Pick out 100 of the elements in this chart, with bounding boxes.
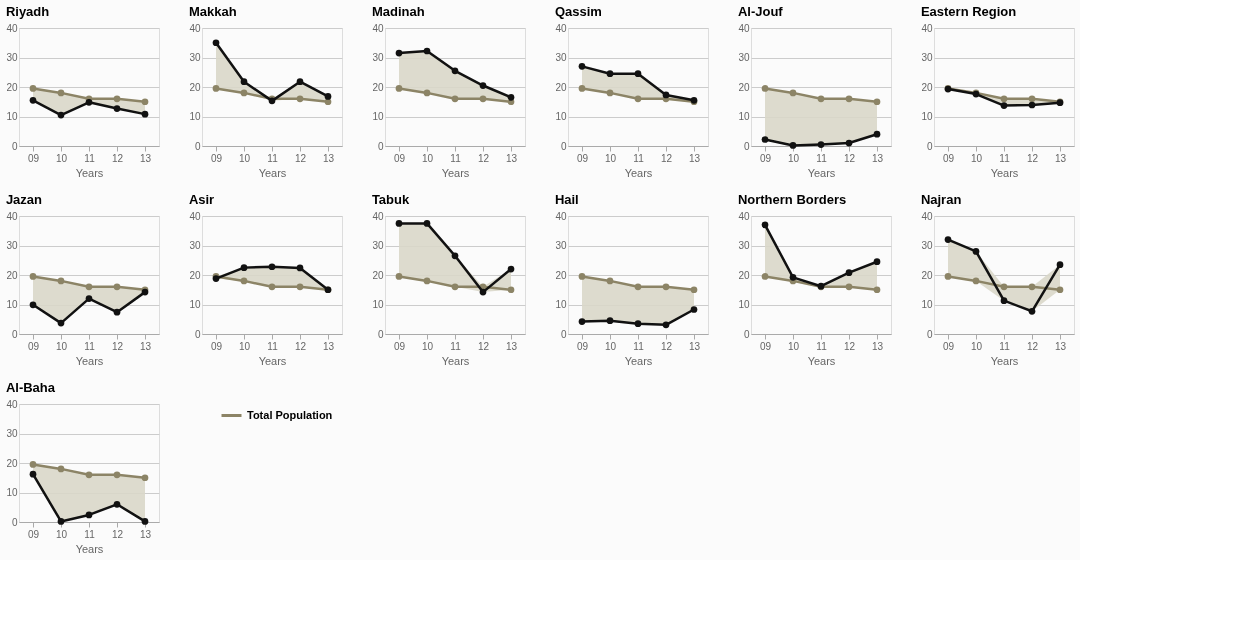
y-tick-label: 20 [738, 81, 750, 93]
x-tick-label: 10 [55, 340, 68, 352]
point [944, 273, 952, 280]
x-tick-label: 09 [759, 340, 772, 352]
x-tick-label: 11 [84, 340, 96, 352]
point [578, 273, 586, 280]
point [395, 85, 403, 92]
x-tick-label: 10 [604, 340, 617, 352]
chart-title: Madinah [371, 4, 425, 19]
y-tick-label: 20 [372, 269, 384, 281]
y-tick-label: 40 [555, 210, 567, 222]
y-tick-label: 0 [926, 328, 933, 340]
x-axis-title: Years [807, 354, 836, 367]
point [113, 283, 121, 291]
point [240, 264, 248, 271]
y-tick-label: 30 [372, 52, 384, 63]
point [761, 221, 769, 229]
x-tick-label: 09 [393, 152, 406, 164]
x-tick-label: 09 [27, 340, 40, 352]
y-tick-label: 0 [377, 328, 384, 340]
point [451, 283, 459, 291]
x-tick-label: 10 [421, 340, 434, 352]
point [1000, 283, 1008, 291]
point [789, 274, 797, 281]
y-tick-label: 0 [560, 328, 567, 340]
x-axis-title: Years [441, 166, 470, 179]
point [944, 236, 952, 243]
point [578, 63, 586, 70]
point [507, 286, 515, 294]
point [507, 265, 515, 273]
point [634, 95, 642, 103]
point [296, 264, 304, 272]
point [29, 273, 37, 280]
point [1028, 95, 1036, 103]
x-tick-label: 10 [604, 152, 617, 164]
point [761, 273, 769, 280]
point [29, 461, 37, 468]
point [817, 95, 825, 103]
point [296, 283, 304, 291]
y-tick-label: 30 [6, 52, 18, 63]
point [1028, 307, 1036, 315]
y-tick-label: 10 [372, 111, 384, 122]
point [113, 95, 121, 103]
y-tick-label: 20 [738, 269, 750, 281]
x-tick-label: 11 [450, 152, 462, 164]
y-tick-label: 10 [372, 299, 384, 310]
point [141, 110, 149, 118]
x-tick-label: 13 [505, 152, 518, 164]
y-tick-label: 20 [189, 269, 201, 281]
point [451, 67, 459, 75]
point [296, 78, 304, 86]
point [57, 89, 65, 97]
x-tick-label: 12 [1026, 152, 1039, 164]
chart-title: Northern Borders [737, 192, 847, 207]
x-tick-label: 09 [27, 152, 40, 164]
x-tick-label: 11 [84, 528, 96, 540]
point [85, 295, 93, 302]
x-tick-label: 09 [942, 152, 955, 164]
y-tick-label: 40 [738, 210, 750, 222]
y-tick-label: 40 [372, 210, 384, 222]
y-tick-label: 30 [921, 52, 933, 63]
point [1000, 297, 1008, 305]
x-tick-label: 11 [267, 340, 279, 352]
y-tick-label: 20 [555, 81, 567, 93]
point [845, 283, 853, 291]
x-tick-label: 12 [477, 340, 490, 352]
point [662, 321, 670, 329]
x-tick-label: 11 [450, 340, 462, 352]
point [690, 306, 698, 313]
point [423, 47, 431, 55]
chart-title: Hail [554, 192, 579, 207]
point [873, 258, 881, 266]
x-tick-label: 10 [238, 152, 251, 164]
y-tick-label: 20 [921, 269, 933, 281]
x-axis-title: Years [624, 166, 653, 179]
y-tick-label: 0 [194, 328, 201, 340]
x-tick-label: 09 [576, 340, 589, 352]
point [85, 471, 93, 479]
x-tick-label: 13 [871, 152, 884, 164]
point [29, 96, 37, 104]
point [1000, 95, 1008, 103]
x-axis-title: Years [624, 354, 653, 367]
point [634, 320, 642, 328]
x-tick-label: 09 [27, 528, 40, 540]
x-tick-label: 13 [505, 340, 518, 352]
point [85, 283, 93, 291]
x-tick-label: 11 [633, 340, 645, 352]
x-tick-label: 09 [942, 340, 955, 352]
x-tick-label: 13 [688, 152, 701, 164]
x-axis-title: Years [75, 542, 104, 555]
x-tick-label: 13 [871, 340, 884, 352]
point [395, 49, 403, 57]
x-tick-label: 11 [999, 152, 1011, 164]
x-axis-title: Years [990, 166, 1019, 179]
point [1028, 283, 1036, 291]
x-tick-label: 12 [477, 152, 490, 164]
point [268, 263, 276, 271]
point [113, 471, 121, 479]
point [57, 277, 65, 285]
x-axis-title: Years [75, 354, 104, 367]
